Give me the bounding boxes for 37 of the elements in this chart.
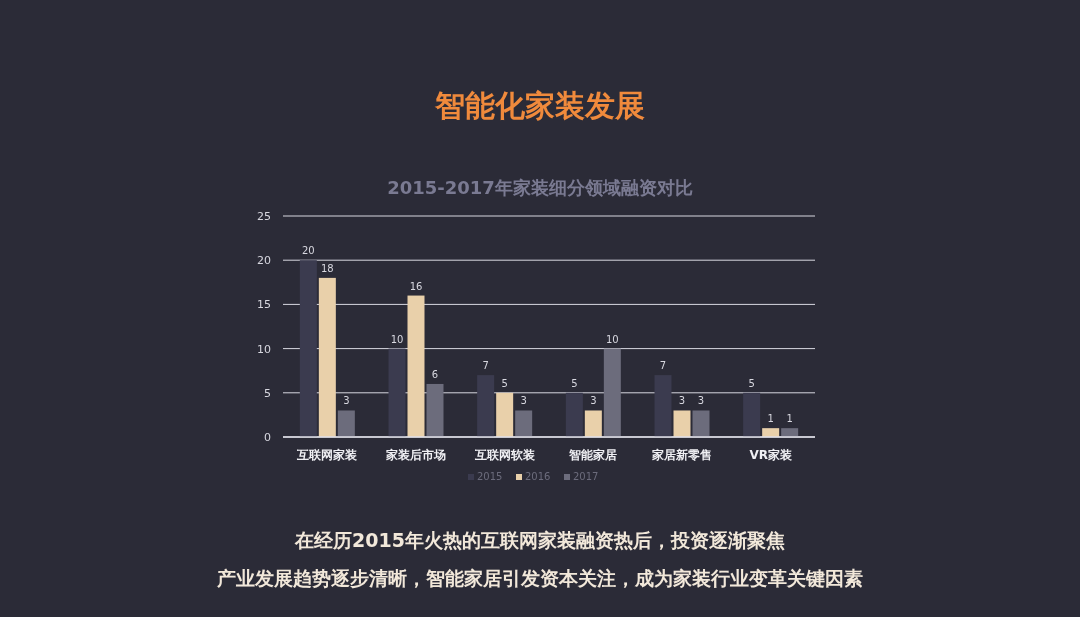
ytick: 0	[264, 431, 271, 444]
data-label: 16	[409, 280, 423, 292]
ytick: 10	[257, 342, 271, 356]
data-label: 20	[301, 245, 315, 257]
data-label: 18	[320, 262, 334, 274]
xtick: 家装后市场	[386, 448, 446, 462]
data-label: 7	[482, 360, 489, 372]
data-label: 3	[697, 395, 705, 407]
xtick: VR家装	[749, 448, 792, 462]
legend: 2015	[477, 471, 503, 482]
data-label: 3	[343, 395, 350, 407]
data-label: 10	[605, 333, 619, 345]
xtick: 互联网软装	[474, 448, 535, 462]
data-label: 5	[501, 377, 508, 389]
data-label: 3	[678, 395, 686, 407]
annotation: 产业发展趋势逐步清晰，智能家居引发资本关注，成为家装行业变革关键因素	[217, 567, 863, 589]
ytick: 20	[257, 254, 271, 268]
data-label: 6	[431, 368, 439, 380]
ytick: 15	[257, 298, 271, 312]
xtick: 智能家居	[569, 448, 618, 462]
data-label: 3	[520, 395, 527, 407]
data-label: 1	[767, 413, 774, 425]
data-label: 5	[748, 377, 755, 389]
data-label: 10	[390, 333, 404, 345]
data-label: 1	[786, 413, 793, 425]
subtitle: 2015-2017年家装细分领域融资对比	[387, 177, 693, 198]
xtick: 家居新零售	[652, 448, 712, 462]
ytick: 25	[257, 210, 271, 223]
data-label: 5	[571, 377, 578, 389]
data-label: 7	[659, 360, 667, 372]
xtick: 互联网家装	[297, 448, 358, 462]
ytick: 5	[264, 386, 271, 400]
title: 智能化家装发展	[435, 88, 645, 123]
legend: 2017	[573, 471, 599, 482]
legend: 2016	[525, 471, 551, 482]
annotation: 在经历2015年火热的互联网家装融资热后，投资逐渐聚焦	[295, 529, 785, 551]
data-label: 3	[590, 395, 597, 407]
